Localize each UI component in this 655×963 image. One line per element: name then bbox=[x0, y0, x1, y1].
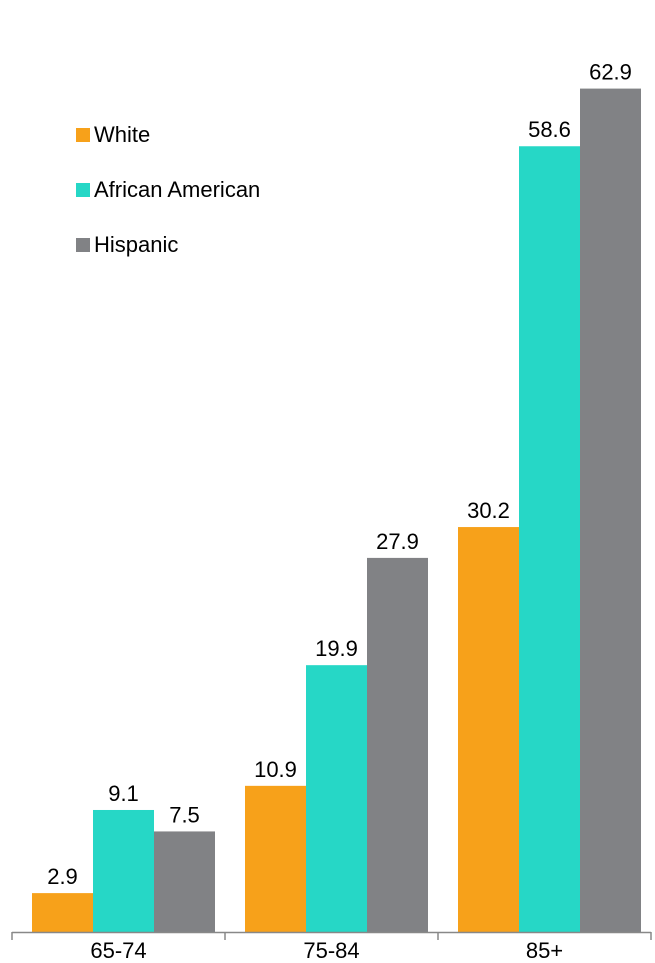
value-labels: 2.9 9.1 7.5 10.9 19.9 27.9 30.2 58.6 62.9 bbox=[47, 60, 632, 890]
value-label-african-american-65-74: 9.1 bbox=[108, 781, 139, 806]
legend-swatch-african-american bbox=[76, 183, 90, 197]
legend-label-white: White bbox=[94, 122, 150, 147]
value-label-white-65-74: 2.9 bbox=[47, 864, 78, 889]
value-label-hispanic-85: 62.9 bbox=[589, 60, 632, 85]
value-label-african-american-85: 58.6 bbox=[528, 117, 571, 142]
legend: White African American Hispanic bbox=[76, 122, 260, 257]
bar-white-85 bbox=[458, 527, 519, 932]
value-label-hispanic-65-74: 7.5 bbox=[169, 802, 200, 827]
bars bbox=[32, 88, 641, 933]
bar-hispanic-85 bbox=[580, 88, 641, 933]
legend-swatch-white bbox=[76, 128, 90, 142]
legend-label-hispanic: Hispanic bbox=[94, 232, 178, 257]
bar-white-75-84 bbox=[245, 785, 306, 932]
value-label-hispanic-75-84: 27.9 bbox=[376, 529, 419, 554]
value-label-african-american-75-84: 19.9 bbox=[315, 636, 358, 661]
bar-hispanic-75-84 bbox=[367, 557, 428, 932]
x-tick-label-65-74: 65-74 bbox=[90, 938, 146, 963]
x-tick-label-75-84: 75-84 bbox=[303, 938, 359, 963]
value-label-white-85: 30.2 bbox=[467, 498, 510, 523]
bar-white-65-74 bbox=[32, 893, 93, 932]
bar-african-american-75-84 bbox=[306, 665, 367, 932]
value-label-white-75-84: 10.9 bbox=[254, 757, 297, 782]
bar-hispanic-65-74 bbox=[154, 831, 215, 932]
bar-african-american-85 bbox=[519, 146, 580, 932]
legend-swatch-hispanic bbox=[76, 238, 90, 252]
x-axis: 65-74 75-84 85+ bbox=[11, 931, 652, 963]
bar-african-american-65-74 bbox=[93, 809, 154, 932]
x-tick-label-85: 85+ bbox=[526, 938, 563, 963]
legend-label-african-american: African American bbox=[94, 177, 260, 202]
